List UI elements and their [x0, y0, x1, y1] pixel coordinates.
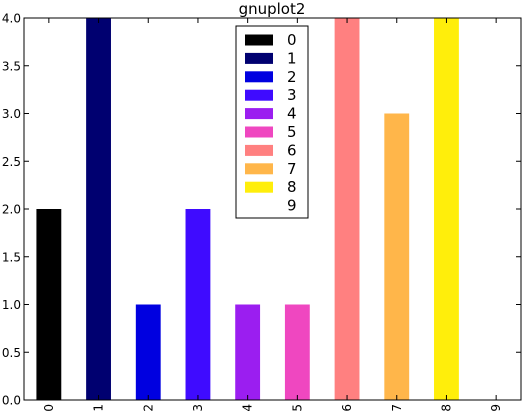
bar-7 [384, 113, 410, 400]
y-tick-label: 2.0 [2, 203, 21, 217]
legend-label-5: 5 [287, 123, 297, 141]
chart-title: gnuplot2 [239, 0, 306, 18]
legend-label-6: 6 [287, 141, 297, 159]
legend-swatch-8 [245, 181, 273, 193]
x-tick-label: 7 [390, 404, 404, 412]
legend-swatch-4 [245, 108, 273, 120]
legend-label-7: 7 [287, 160, 297, 178]
y-tick-label: 1.0 [2, 298, 21, 312]
bar-5 [284, 304, 310, 400]
bar-4 [235, 304, 261, 400]
legend-swatch-2 [245, 71, 273, 83]
bar-1 [86, 18, 111, 400]
y-tick-label: 0.5 [2, 346, 21, 360]
legend-swatch-6 [245, 144, 273, 156]
x-tick-label: 9 [489, 404, 503, 412]
legend-label-4: 4 [287, 105, 297, 123]
legend-swatch-0 [245, 34, 273, 46]
legend-swatch-5 [245, 126, 273, 138]
legend-label-2: 2 [287, 68, 297, 86]
bar-2 [135, 304, 161, 400]
y-tick-label: 2.5 [2, 155, 21, 169]
bar-8 [434, 18, 459, 400]
axes-layer: 0.00.51.01.52.02.53.03.54.00 1 2 3 4 5 6 7 8 9 [2, 12, 522, 412]
bars-layer [36, 18, 509, 400]
legend-swatch-9 [245, 200, 273, 212]
legend-label-3: 3 [287, 86, 297, 104]
x-tick-label: 6 [340, 404, 354, 412]
legend-label-8: 8 [287, 178, 297, 196]
x-tick-label: 8 [439, 404, 453, 412]
legend-label-1: 1 [287, 49, 297, 67]
x-tick-label: 4 [241, 404, 255, 412]
legend-label-9: 9 [287, 197, 297, 215]
x-tick-label: 2 [141, 404, 155, 412]
legend-label-0: 0 [287, 31, 297, 49]
x-tick-label: 3 [191, 404, 205, 412]
x-tick-label: 0 [42, 404, 56, 412]
bar-0 [36, 209, 62, 400]
bar-3 [185, 209, 211, 400]
bar-9 [483, 304, 509, 400]
y-tick-label: 1.5 [2, 250, 21, 264]
x-tick-label: 1 [92, 404, 106, 412]
legend-swatch-7 [245, 163, 273, 175]
bar-6 [334, 18, 360, 400]
y-tick-label: 3.5 [2, 59, 21, 73]
legend-swatch-1 [245, 52, 273, 64]
y-tick-label: 4.0 [2, 12, 21, 26]
x-tick-label: 5 [290, 404, 304, 412]
y-tick-label: 3.0 [2, 107, 21, 121]
legend-swatch-3 [245, 89, 273, 101]
y-tick-label: 0.0 [2, 394, 21, 408]
